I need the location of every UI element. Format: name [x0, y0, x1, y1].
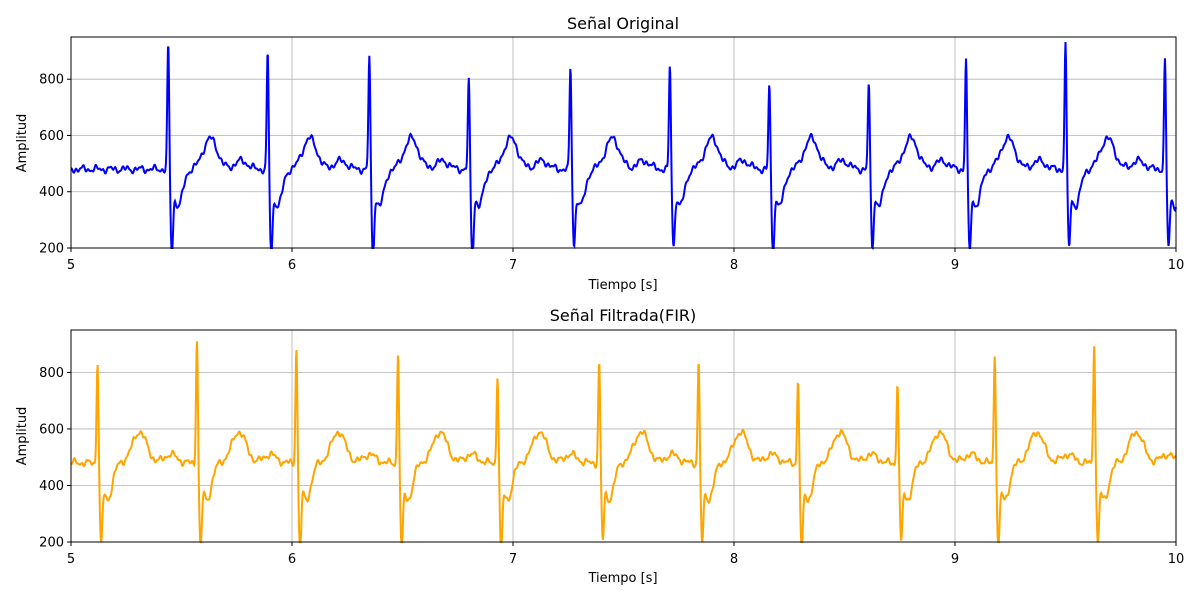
y-tick-label: 400 [39, 185, 64, 200]
chart-title: Señal Filtrada(FIR) [550, 306, 697, 325]
subplot-filtered: Señal Filtrada(FIR) 5 6 7 8 9 10200400600800 … [15, 306, 1184, 586]
y-tick-label: 200 [39, 242, 64, 257]
x-tick-label: 9 [951, 552, 959, 567]
x-tick-label: 6 [288, 552, 296, 567]
plot-frame [70, 329, 1177, 543]
x-axis-label: Tiempo [s] [587, 278, 657, 293]
x-tick-label: 7 [509, 258, 517, 273]
series-line-original [70, 41, 1177, 251]
x-tick-label: 9 [951, 258, 959, 273]
x-axis-label: Tiempo [s] [587, 571, 657, 586]
x-tick-label: 6 [288, 258, 296, 273]
chart-title: Señal Original [567, 14, 679, 33]
y-tick-label: 800 [39, 366, 64, 381]
x-tick-label: 5 [67, 258, 75, 273]
x-tick-label: 7 [509, 552, 517, 567]
x-tick-label: 8 [730, 552, 738, 567]
y-tick-label: 600 [39, 129, 64, 144]
y-tick-label: 600 [39, 422, 64, 437]
y-axis-label: Amplitud [15, 407, 30, 466]
x-tick-label: 10 [1168, 258, 1185, 273]
x-tick-label: 10 [1168, 552, 1185, 567]
y-tick-label: 400 [39, 479, 64, 494]
y-tick-label: 200 [39, 536, 64, 551]
y-tick-label: 800 [39, 73, 64, 88]
x-tick-label: 8 [730, 258, 738, 273]
plot-frame [70, 36, 1177, 249]
series-line-filtered [70, 341, 1177, 543]
subplot-original: Señal Original 5 6 7 8 9 10 200 400 600 800 Tiemp… [15, 14, 1184, 293]
y-axis-label: Amplitud [15, 114, 30, 173]
x-tick-label: 5 [67, 552, 75, 567]
